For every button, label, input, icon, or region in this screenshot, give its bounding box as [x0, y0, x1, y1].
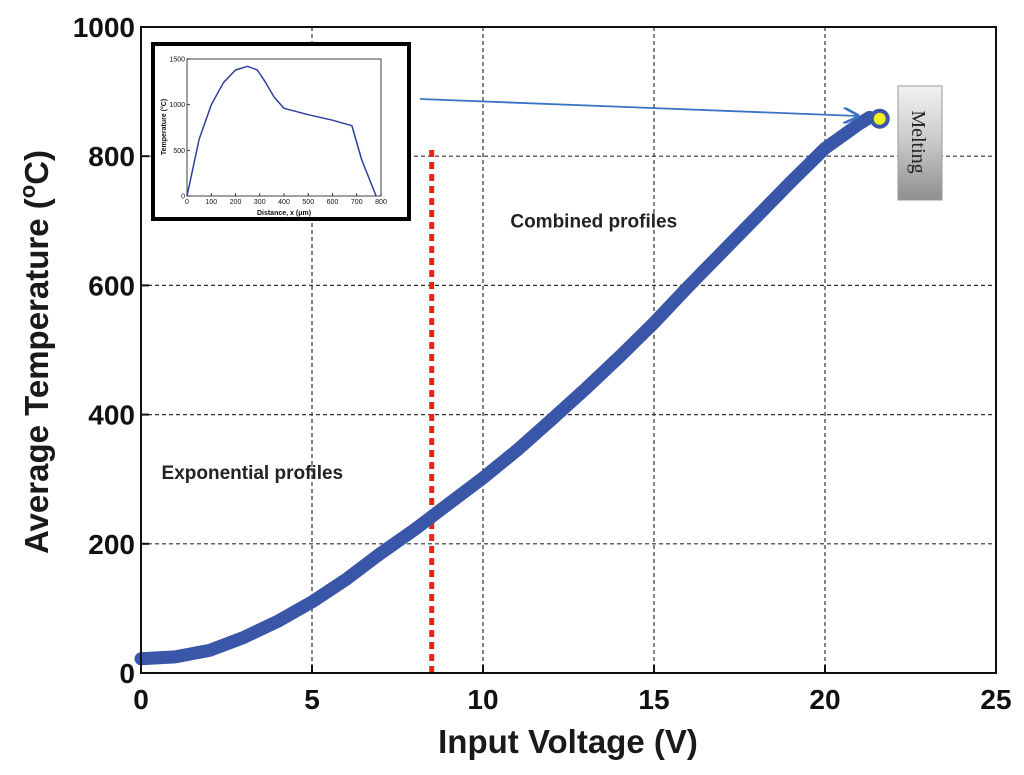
x-tick-label: 15: [638, 684, 669, 715]
inset-x-tick-label: 700: [351, 199, 363, 206]
x-tick-label: 20: [809, 684, 840, 715]
inset-chart: 0 100 200 300 400 500 600 700 800 0 500 1000 1500: [169, 57, 387, 207]
inset-x-tick-label: 400: [278, 199, 290, 206]
y-axis-label: Average Temperature (oC): [15, 150, 55, 554]
y-tick-label: 1000: [73, 12, 135, 43]
y-tick-label: 0: [119, 658, 135, 689]
inset-x-tick-label: 200: [230, 199, 242, 206]
inset-y-tick-label: 500: [173, 148, 185, 155]
y-axis-label-tail: C): [18, 150, 55, 185]
inset-x-tick-label: 600: [327, 199, 339, 206]
inset-arrow: [419, 98, 858, 116]
inset-x-label: Distance, x (μm): [257, 210, 311, 217]
inset-y-tick-label: 0: [181, 194, 185, 201]
x-tick-label: 5: [304, 684, 320, 715]
x-tick-label: 0: [133, 684, 149, 715]
x-axis-ticks: 0 5 10 15 20 25: [133, 665, 1012, 715]
y-tick-label: 400: [88, 400, 135, 431]
inset-x-tick-label: 0: [185, 199, 189, 206]
inset-x-tick-label: 100: [205, 199, 217, 206]
annotation-combined-profiles: Combined profiles: [510, 211, 677, 232]
inset-y-tick-label: 1000: [169, 102, 185, 109]
x-tick-label: 10: [467, 684, 498, 715]
inset-x-tick-label: 800: [375, 199, 387, 206]
temperature-curve: [134, 110, 876, 666]
x-axis-label: Input Voltage (V): [438, 723, 698, 760]
y-axis-label-superscript: o: [15, 185, 40, 198]
annotation-exponential-profiles: Exponential profiles: [162, 463, 344, 484]
inset-x-tick-label: 500: [302, 199, 314, 206]
inset-y-tick-label: 1500: [169, 57, 185, 64]
inset-y-label: Temperature (°C): [160, 99, 168, 155]
y-tick-label: 800: [88, 141, 135, 172]
inset-x-tick-label: 300: [254, 199, 266, 206]
inset-temperature-curve: [186, 65, 377, 197]
inset-frame: [151, 42, 411, 221]
melting-label-box: [897, 85, 943, 201]
melting-label: Melting: [907, 110, 929, 173]
y-tick-label: 600: [88, 270, 135, 301]
x-tick-label: 25: [980, 684, 1011, 715]
y-axis-ticks: 0 200 400 600 800 1000: [73, 12, 149, 689]
y-tick-label: 200: [88, 529, 135, 560]
y-axis-label-main: Average Temperature (: [18, 198, 55, 554]
melting-point-marker: [869, 108, 890, 129]
plot-frame: [140, 26, 997, 674]
